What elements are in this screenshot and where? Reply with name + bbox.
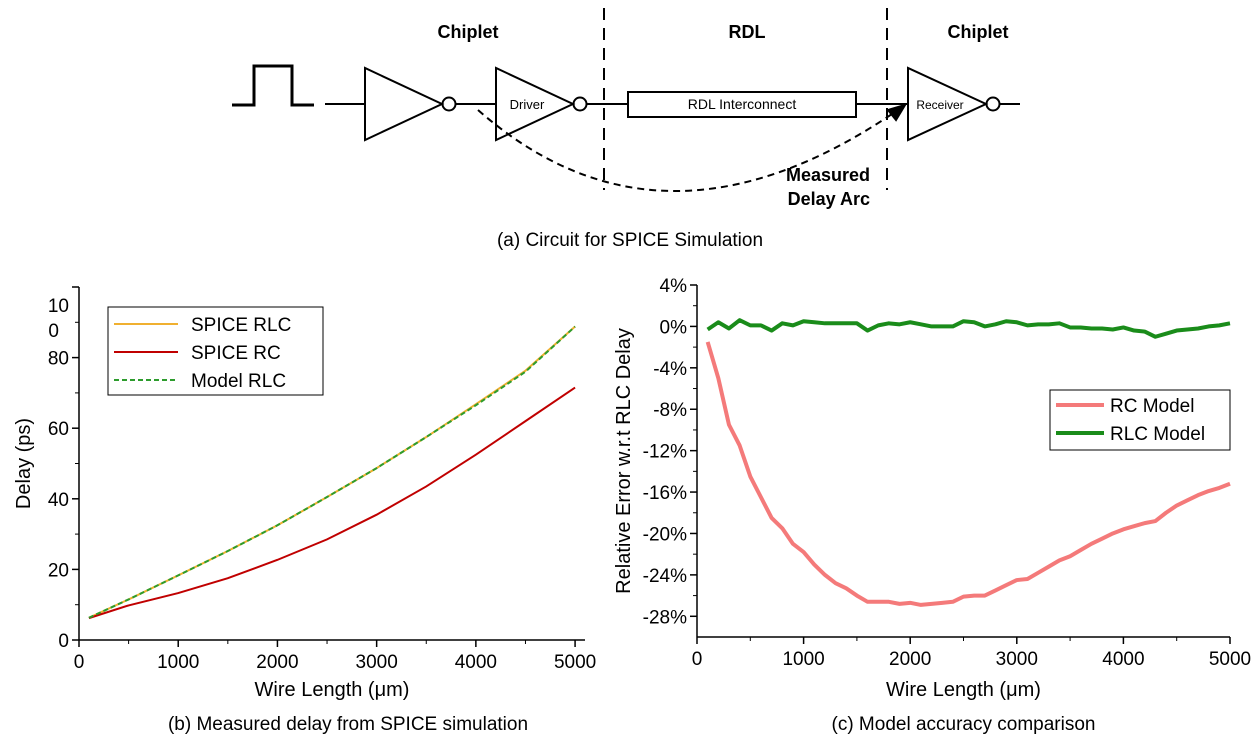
y-tick-label: -28% bbox=[643, 607, 687, 628]
series-line-rlc-model bbox=[706, 318, 1231, 339]
caption-b: (b) Measured delay from SPICE simulation bbox=[168, 714, 528, 735]
series-line-spice-rc bbox=[88, 386, 576, 620]
section-label-chiplet-right: Chiplet bbox=[948, 22, 1009, 42]
circuit-diagram: Chiplet RDL Chiplet Driver RDL Interconn… bbox=[232, 8, 1020, 251]
y-axis-label: Relative Error w.r.t RLC Delay bbox=[613, 328, 635, 594]
receiver-bubble bbox=[985, 96, 1001, 112]
y-tick-label: -8% bbox=[653, 400, 687, 421]
y-tick-label: -4% bbox=[653, 359, 687, 380]
x-axis-label: Wire Length (μm) bbox=[886, 679, 1041, 701]
delay-arc-label-line1: Measured bbox=[786, 165, 870, 185]
inverter-1 bbox=[364, 66, 445, 142]
y-tick-label: 40 bbox=[48, 490, 69, 511]
y-tick-label: 60 bbox=[48, 419, 69, 440]
x-tick-label: 5000 bbox=[554, 652, 596, 673]
y-tick-label: -16% bbox=[643, 483, 687, 504]
x-tick-label: 3000 bbox=[356, 652, 398, 673]
error-chart: 0 1000 2000 3000 4000 5000 4% 0% -4% -8% -12% -16% -… bbox=[613, 276, 1251, 735]
series-line-model-rlc bbox=[88, 325, 576, 619]
legend-label: SPICE RC bbox=[191, 343, 281, 364]
y-tick-label: -20% bbox=[643, 524, 687, 545]
x-tick-label: 5000 bbox=[1209, 649, 1251, 670]
x-tick-label: 1000 bbox=[157, 652, 199, 673]
receiver-label: Receiver bbox=[916, 98, 963, 112]
x-axis-label: Wire Length (μm) bbox=[255, 679, 410, 701]
y-tick-label: -12% bbox=[643, 442, 687, 463]
y-axis-label: Delay (ps) bbox=[13, 418, 35, 509]
legend-box bbox=[1049, 389, 1231, 451]
rdl-interconnect-label: RDL Interconnect bbox=[688, 96, 797, 112]
caption-a: (a) Circuit for SPICE Simulation bbox=[497, 230, 763, 251]
y-tick-label: 20 bbox=[48, 560, 69, 581]
delay-arc-label-line2: Delay Arc bbox=[788, 189, 870, 209]
y-tick-label: 80 bbox=[48, 349, 69, 370]
driver-bubble bbox=[572, 96, 588, 112]
legend-label: Model RLC bbox=[191, 371, 286, 392]
y-tick-label-top-1: 10 bbox=[48, 296, 69, 317]
receiver-inverter bbox=[907, 66, 989, 142]
x-tick-label: 2000 bbox=[256, 652, 298, 673]
pulse-source-icon bbox=[232, 64, 314, 107]
x-tick-label: 0 bbox=[692, 649, 703, 670]
y-tick-label: 4% bbox=[660, 276, 688, 297]
y-tick-label: -24% bbox=[643, 566, 687, 587]
inverter-1-bubble bbox=[441, 96, 457, 112]
x-tick-label: 4000 bbox=[1102, 649, 1144, 670]
legend-label: RC Model bbox=[1110, 396, 1194, 417]
delay-arc bbox=[477, 109, 893, 192]
y-tick-label: 0% bbox=[660, 317, 688, 338]
y-tick-label-top-2: 0 bbox=[48, 321, 59, 342]
driver-label: Driver bbox=[510, 97, 545, 112]
series-line-rc-model bbox=[705, 341, 1231, 607]
legend: SPICE RLC SPICE RC Model RLC bbox=[107, 306, 324, 396]
x-tick-label: 1000 bbox=[782, 649, 824, 670]
driver-inverter bbox=[495, 66, 576, 142]
section-label-rdl: RDL bbox=[729, 22, 766, 42]
legend: RC Model RLC Model bbox=[1049, 389, 1231, 451]
x-tick-label: 4000 bbox=[455, 652, 497, 673]
legend-label: RLC Model bbox=[1110, 424, 1205, 445]
caption-c: (c) Model accuracy comparison bbox=[832, 714, 1096, 735]
x-tick-label: 0 bbox=[74, 652, 85, 673]
section-label-chiplet-left: Chiplet bbox=[438, 22, 499, 42]
y-tick-label: 0 bbox=[58, 631, 69, 652]
legend-label: SPICE RLC bbox=[191, 315, 291, 336]
x-tick-label: 3000 bbox=[996, 649, 1038, 670]
x-tick-label: 2000 bbox=[889, 649, 931, 670]
delay-arc-arrowhead bbox=[886, 103, 908, 122]
